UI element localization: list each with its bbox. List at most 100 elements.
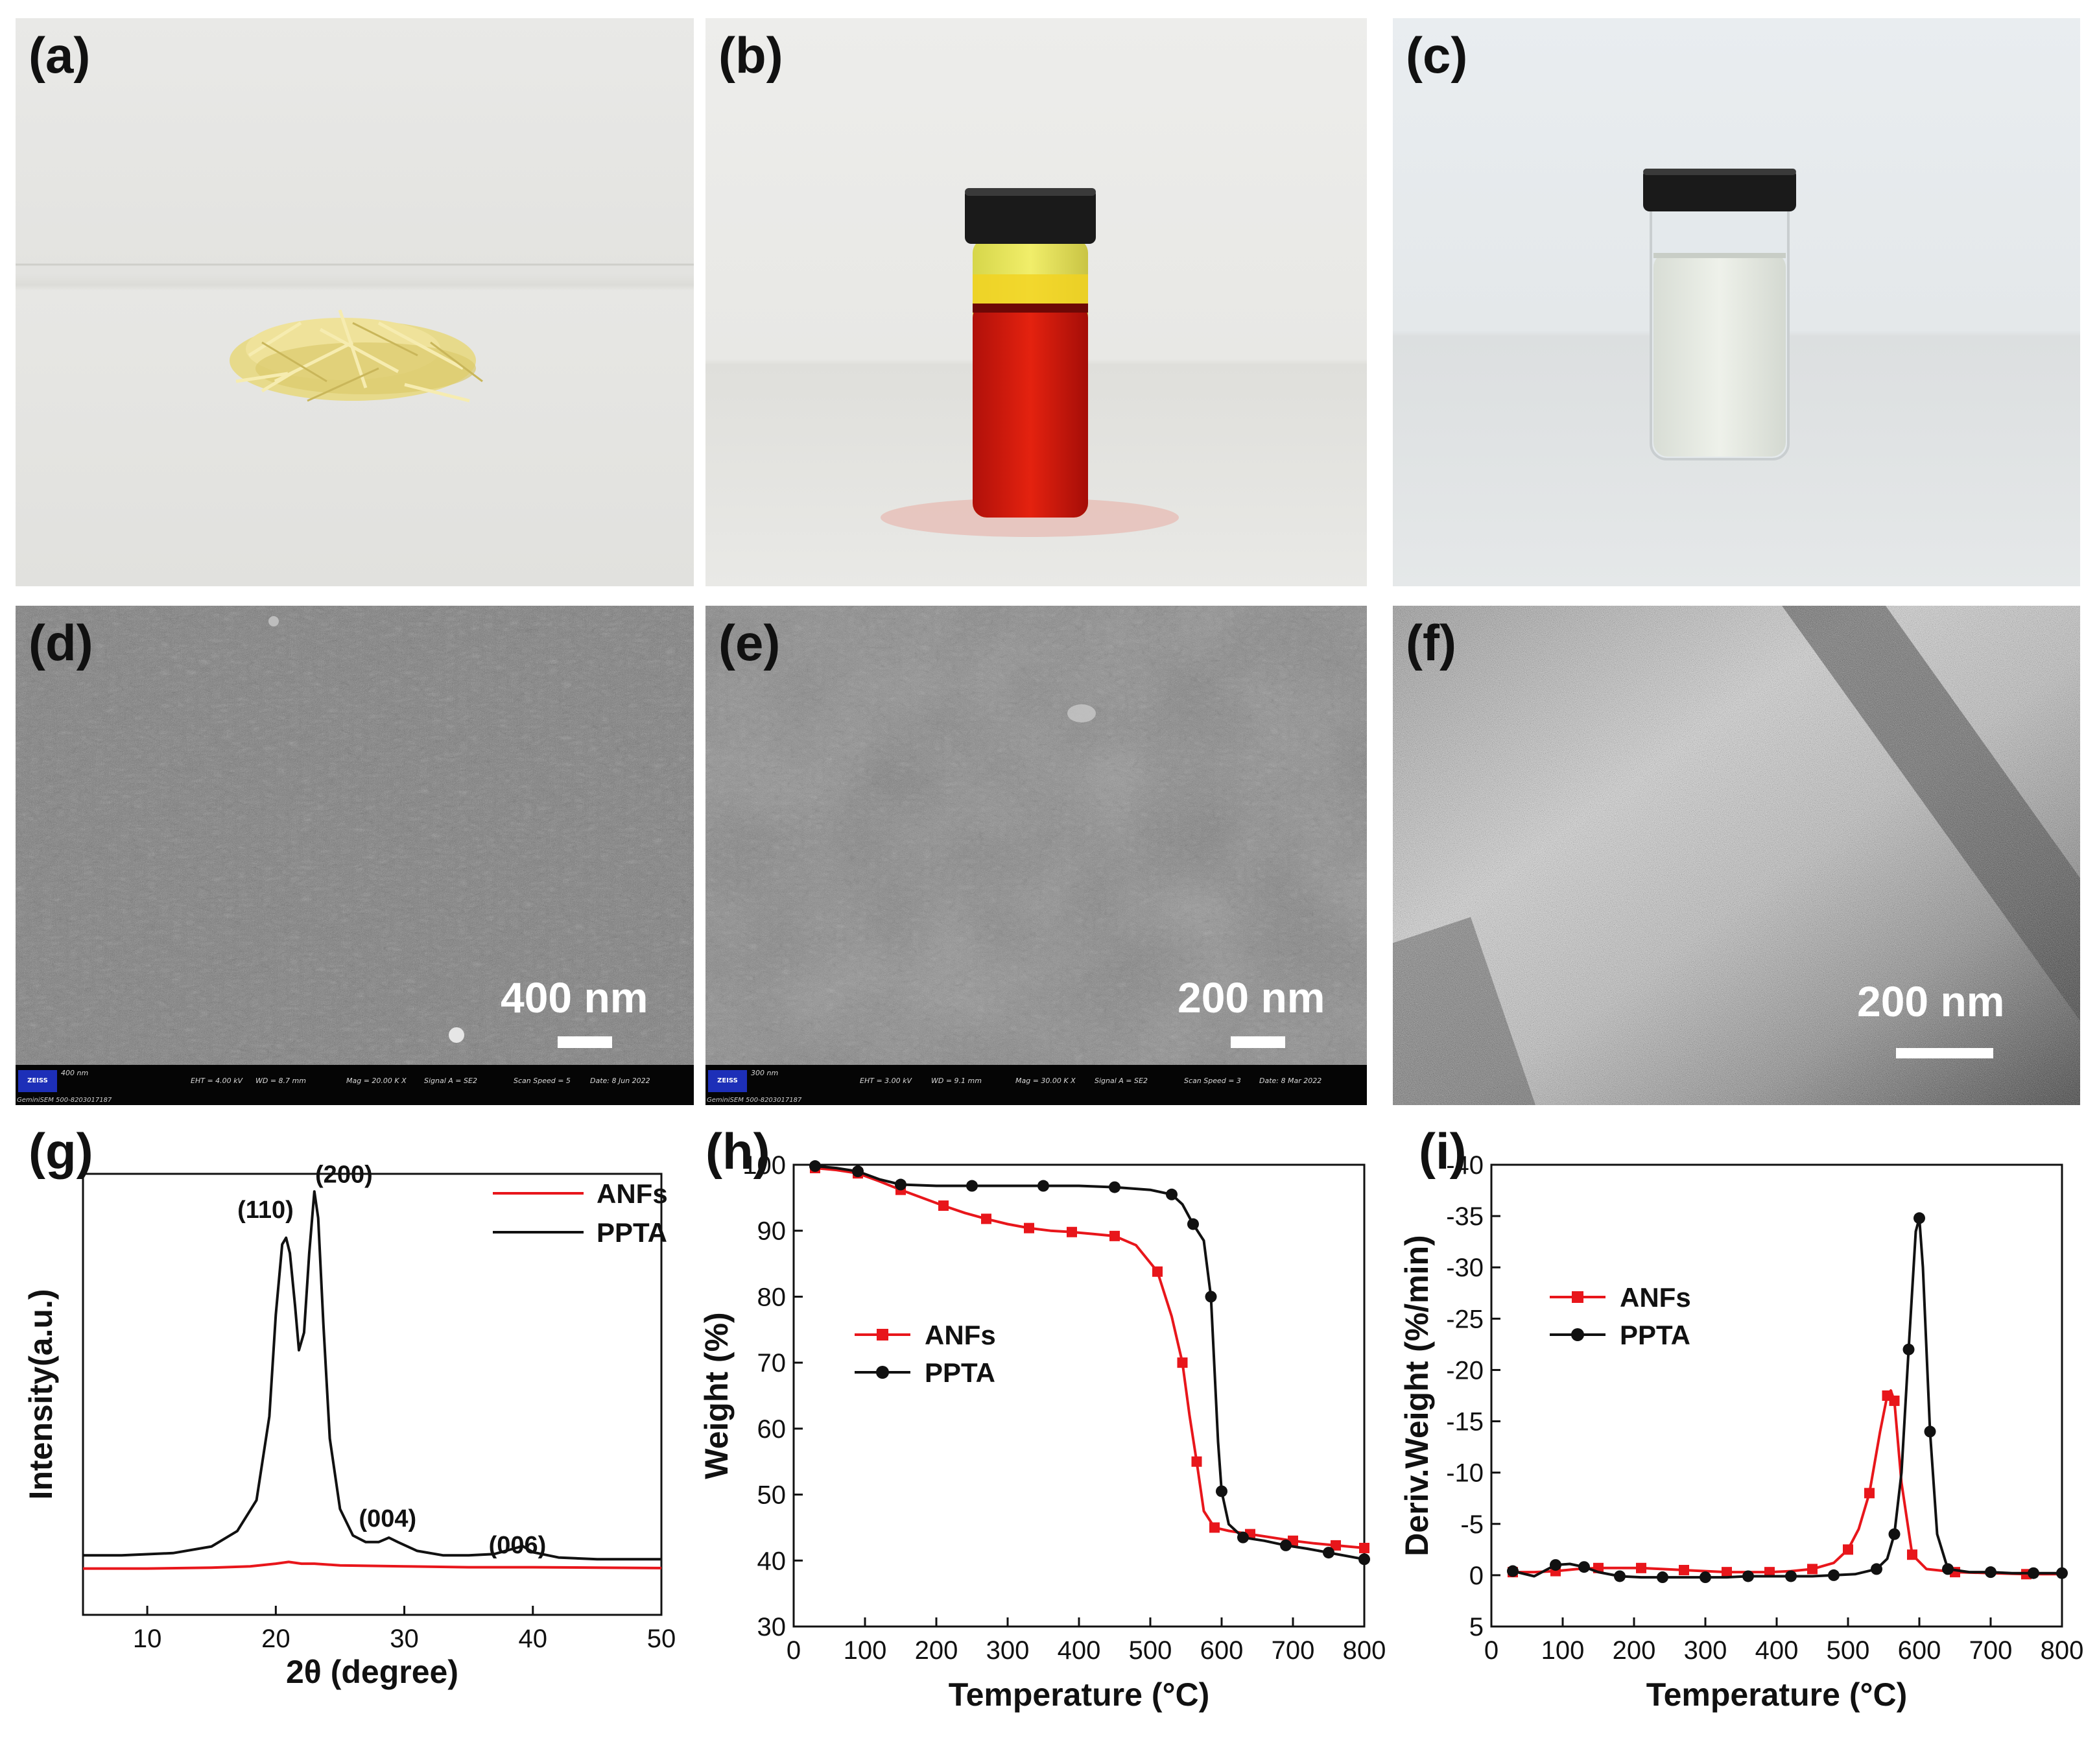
x-axis-label: Temperature (°C) [949,1676,1209,1713]
x-tick-label: 0 [1484,1636,1499,1665]
y-tick-label: -35 [1446,1202,1484,1231]
legend-label-anfs: ANFs [925,1320,996,1350]
dtg-chart-i: 0 100 200 300 400 500 600 700 80050-5-10-15-20-2… [1399,1151,2084,1713]
sem-image-d [16,606,694,1105]
data-point-ppta [1985,1566,1996,1579]
peak-annotation: (006) [489,1532,547,1559]
x-tick-label: 10 [133,1625,162,1653]
legend-marker-ppta [876,1366,889,1379]
y-axis-label: Weight (%) [698,1312,735,1479]
legend-marker-anfs [877,1329,888,1341]
mag-e: Mag = 30.00 K X [1015,1077,1076,1085]
data-point-anfs [938,1200,949,1211]
data-point-ppta [1578,1561,1590,1573]
legend-label-anfs: ANFs [597,1178,668,1209]
sem-info-bar-e: ZEISS 300 nm EHT = 3.00 kV WD = 9.1 mm M… [705,1065,1367,1105]
series-line-anfs [1513,1389,2062,1576]
mini-scale-d: 400 nm [61,1069,89,1077]
panel-label-e: (e) [718,614,781,671]
data-point-ppta [1237,1531,1249,1544]
date-d: Date: 8 Jun 2022 [590,1077,650,1085]
data-point-anfs [1152,1266,1163,1277]
plot-frame [82,1173,663,1616]
data-point-ppta [1323,1547,1334,1559]
data-point-anfs [1191,1456,1202,1467]
x-tick-label: 800 [1343,1636,1386,1665]
data-point-ppta [1657,1571,1668,1584]
data-point-ppta [1924,1425,1936,1438]
data-point-anfs [1209,1522,1220,1533]
panel-label-b: (b) [718,27,783,84]
series-line-ppta [814,1165,1365,1561]
tem-image-f [1393,606,2080,1105]
date-e: Date: 8 Mar 2022 [1259,1077,1322,1085]
sem-panel-d: 400 nm ZEISS 400 nm EHT = 4.00 kV WD = 8… [16,606,694,1105]
x-tick-label: 50 [647,1625,676,1653]
y-tick-label: 5 [1469,1613,1484,1641]
y-tick-label: -15 [1446,1408,1484,1436]
data-point-ppta [809,1160,821,1173]
y-tick-label: 70 [757,1349,787,1377]
x-tick-label: 300 [986,1636,1030,1665]
data-point-ppta [1037,1180,1049,1192]
y-tick-label: 60 [757,1415,787,1444]
scale-bar-d [558,1036,612,1048]
sem-panel-e: 200 nm ZEISS 300 nm EHT = 3.00 kV WD = 9… [705,606,1367,1105]
data-point-anfs [1864,1488,1875,1499]
y-tick-label: -10 [1446,1459,1484,1488]
legend-label-ppta: PPTA [597,1217,667,1248]
scale-label-e: 200 nm [1178,973,1325,1021]
x-tick-label: 800 [2041,1636,2084,1665]
y-tick-label: 0 [1469,1562,1484,1590]
panel-label-a: (a) [29,27,91,84]
data-point-anfs [1722,1567,1732,1578]
data-point-anfs [1679,1564,1689,1575]
data-point-anfs [1636,1562,1646,1573]
data-point-ppta [1913,1212,1925,1224]
speed-e: Scan Speed = 3 [1184,1077,1241,1085]
x-tick-label: 100 [1541,1636,1585,1665]
panel-label-h: (h) [705,1123,770,1180]
panel-label-i: (i) [1419,1123,1467,1180]
zeiss-logo: ZEISS [708,1070,747,1092]
data-point-ppta [1700,1571,1711,1584]
x-axis-label: 2θ (degree) [286,1654,458,1690]
wd-d: WD = 8.7 mm [255,1077,306,1085]
data-point-ppta [852,1165,864,1178]
data-point-anfs [1889,1395,1900,1406]
data-point-anfs [1764,1567,1775,1578]
eht-d: EHT = 4.00 kV [191,1077,243,1085]
tem-panel-f: 200 nm [1393,606,2080,1105]
legend-label-ppta: PPTA [1620,1320,1690,1350]
data-point-ppta [1742,1570,1754,1582]
signal-d: Signal A = SE2 [424,1077,477,1085]
series-line-ppta [83,1190,661,1561]
data-point-anfs [1359,1542,1369,1553]
x-tick-label: 500 [1129,1636,1172,1665]
legend-marker-ppta [1571,1328,1584,1341]
x-axis-label: Temperature (°C) [1646,1676,1907,1713]
scale-label-d: 400 nm [501,973,648,1021]
data-point-ppta [1109,1181,1120,1193]
data-point-ppta [1205,1291,1217,1303]
peak-annotation: (110) [237,1197,294,1224]
y-axis-label: Intensity(a.u.) [23,1289,59,1499]
data-point-ppta [1888,1528,1901,1540]
y-tick-label: 40 [757,1547,787,1575]
plot-frame [1490,1163,2063,1628]
tga-chart-h: 0 100 200 300 400 500 600 700 800 30 40 50 60 70 80 90 1… [698,1151,1386,1713]
data-point-anfs [1907,1549,1917,1560]
scale-label-f: 200 nm [1857,977,2005,1025]
instrument-e: GeminiSEM 500-8203017187 [707,1097,802,1104]
y-tick-label: 80 [757,1283,787,1311]
photo-panel-c [1393,18,2080,586]
x-tick-label: 600 [1200,1636,1244,1665]
x-tick-label: 400 [1755,1636,1799,1665]
data-point-ppta [1280,1539,1292,1551]
data-point-ppta [1550,1559,1561,1571]
x-tick-label: 30 [390,1625,419,1653]
mag-d: Mag = 20.00 K X [346,1077,407,1085]
peak-annotation: (004) [359,1505,416,1532]
x-tick-label: 40 [519,1625,548,1653]
data-point-anfs [1109,1230,1120,1241]
